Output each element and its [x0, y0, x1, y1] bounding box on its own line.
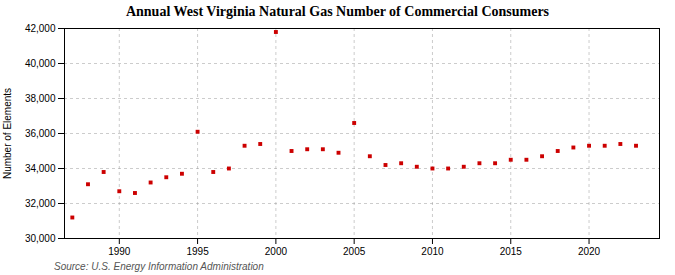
svg-text:36,000: 36,000: [25, 128, 56, 139]
svg-text:Number of Elements: Number of Elements: [2, 88, 13, 179]
html-text:Source: U.S. Energy Informatio: Source: U.S. Energy Information Administ…: [54, 261, 264, 272]
svg-text:30,000: 30,000: [25, 233, 56, 244]
svg-text:1990: 1990: [108, 246, 131, 257]
svg-text:42,000: 42,000: [25, 23, 56, 34]
svg-text:2015: 2015: [500, 246, 523, 257]
svg-text:40,000: 40,000: [25, 58, 56, 69]
svg-text:2020: 2020: [578, 246, 601, 257]
svg-text:34,000: 34,000: [25, 163, 56, 174]
svg-text:2005: 2005: [343, 246, 366, 257]
svg-text:2010: 2010: [421, 246, 444, 257]
svg-text:38,000: 38,000: [25, 93, 56, 104]
svg-text:32,000: 32,000: [25, 198, 56, 209]
svg-text:1995: 1995: [186, 246, 209, 257]
html-text:Annual West Virginia Natural G: Annual West Virginia Natural Gas Number …: [125, 4, 550, 19]
svg-text:2000: 2000: [265, 246, 288, 257]
